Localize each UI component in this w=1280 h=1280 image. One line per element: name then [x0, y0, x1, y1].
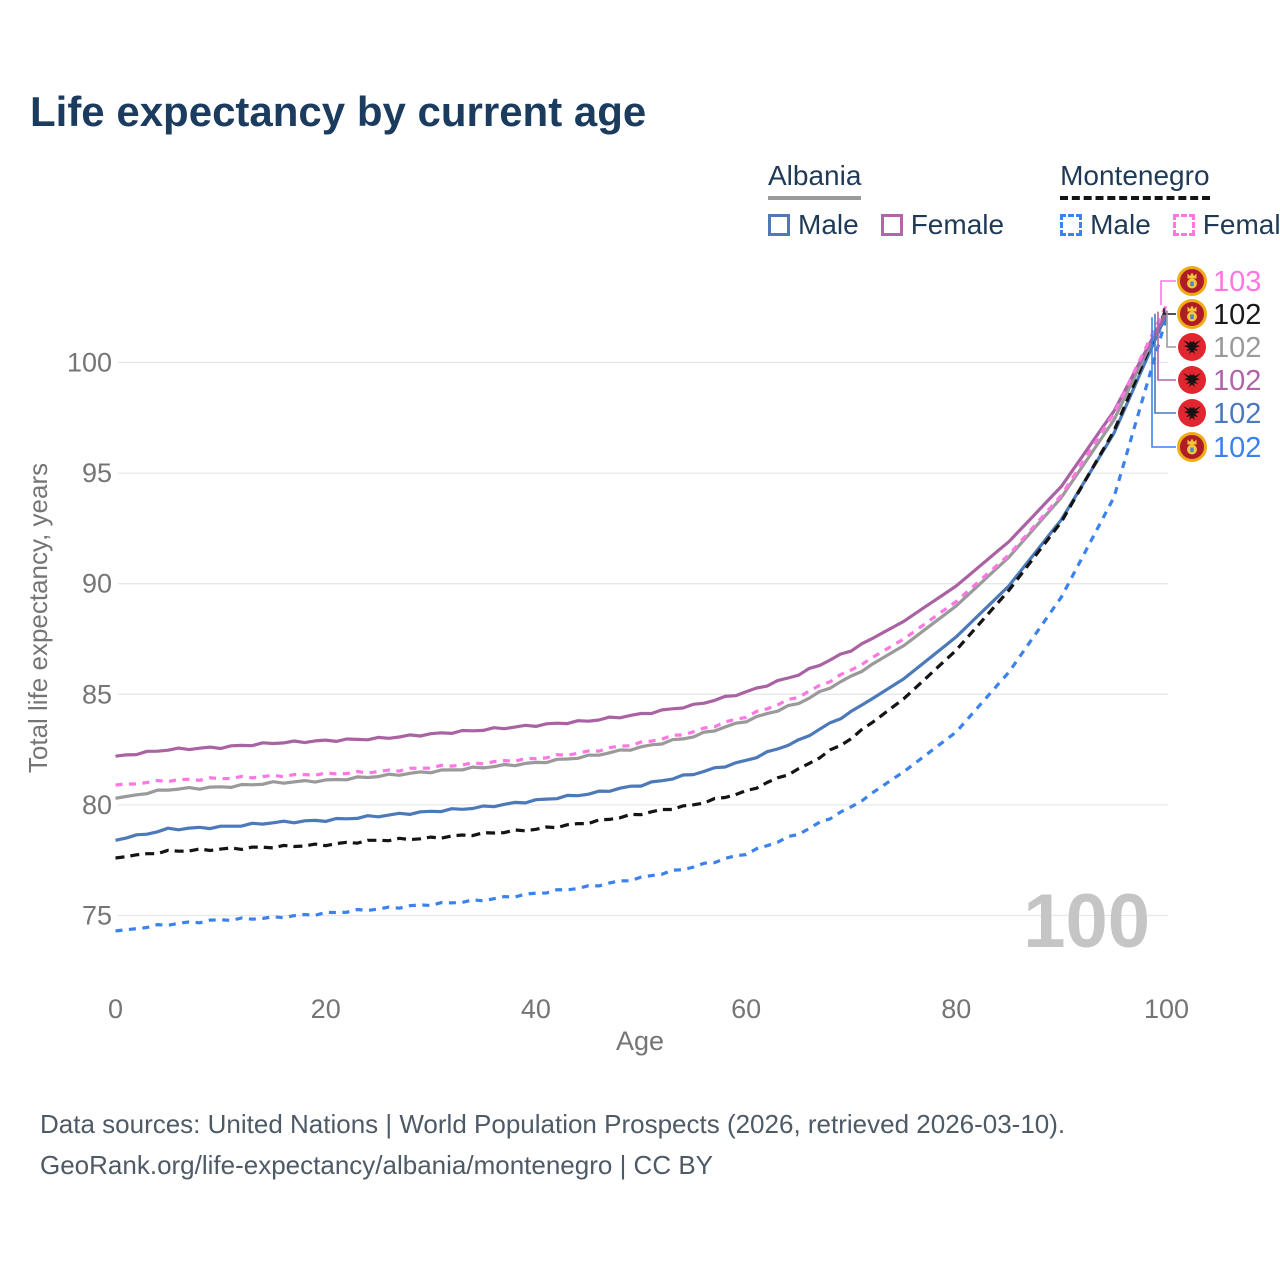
end-label-montenegro-both: 102: [1213, 299, 1261, 331]
series-line-albania-both[interactable]: [115, 309, 1168, 800]
x-tick-0: 0: [108, 994, 123, 1024]
end-label-albania-male: 102: [1213, 398, 1261, 430]
legend-group-albania: Albania Male Female: [768, 160, 1004, 241]
x-axis-label: Age: [616, 1026, 664, 1056]
leader-line-montenegro-both: [1163, 308, 1176, 315]
attribution-line: GeoRank.org/life-expectancy/albania/mont…: [40, 1150, 714, 1180]
legend-country-albania[interactable]: Albania: [768, 160, 862, 200]
y-tick-75: 75: [82, 901, 112, 931]
end-label-montenegro-male: 102: [1213, 432, 1261, 464]
flag-albania-icon: [1178, 399, 1206, 427]
x-tick-100: 100: [1144, 994, 1189, 1024]
x-tick-60: 60: [731, 994, 761, 1024]
leader-line-albania-female: [1157, 311, 1176, 381]
legend-item-albania-female[interactable]: Female: [880, 209, 1005, 241]
legend-item-montenegro-male[interactable]: Male: [1060, 209, 1151, 241]
legend-item-montenegro-female[interactable]: Female: [1172, 209, 1280, 241]
flag-albania-icon: [1178, 366, 1206, 394]
y-axis-label: Total life expectancy, years: [23, 463, 53, 773]
y-tick-90: 90: [82, 569, 112, 599]
flag-montenegro-icon: [1177, 299, 1207, 329]
legend-country-montenegro[interactable]: Montenegro: [1060, 160, 1210, 200]
end-label-albania-female: 102: [1213, 365, 1261, 397]
leader-line-montenegro-male: [1151, 317, 1176, 448]
flag-albania-icon: [1178, 333, 1206, 361]
series-line-montenegro-both[interactable]: [115, 307, 1168, 860]
y-tick-95: 95: [82, 458, 112, 488]
montenegro-male-swatch: [1060, 214, 1083, 236]
series-line-albania-female[interactable]: [115, 310, 1168, 758]
series-line-albania-male[interactable]: [115, 313, 1168, 842]
leader-line-albania-male: [1154, 313, 1176, 414]
data-sources-line: Data sources: United Nations | World Pop…: [40, 1109, 1066, 1139]
flag-montenegro-icon: [1177, 266, 1207, 296]
series-line-montenegro-female[interactable]: [115, 304, 1168, 787]
end-label-montenegro-female: 103: [1213, 266, 1261, 298]
x-tick-20: 20: [311, 994, 341, 1024]
x-tick-80: 80: [941, 994, 971, 1024]
leader-line-albania-both: [1166, 310, 1176, 348]
legend-label: Female: [1202, 209, 1280, 240]
legend-group-montenegro: Montenegro Male Female: [1060, 160, 1280, 241]
legend-item-albania-male[interactable]: Male: [768, 209, 859, 241]
end-label-albania-both: 102: [1213, 332, 1261, 364]
flag-montenegro-icon: [1177, 432, 1207, 462]
legend-label: Male: [798, 209, 859, 240]
y-tick-100: 100: [67, 348, 112, 378]
montenegro-female-swatch: [1172, 214, 1195, 236]
legend: Albania Male Female Montenegro Male: [768, 160, 1280, 241]
y-tick-85: 85: [82, 679, 112, 709]
age-watermark: 100: [1023, 879, 1150, 964]
footer: Data sources: United Nations | World Pop…: [40, 1104, 1065, 1186]
albania-male-swatch: [768, 214, 790, 236]
leader-line-montenegro-female: [1160, 280, 1176, 305]
x-tick-40: 40: [521, 994, 551, 1024]
legend-label: Female: [910, 209, 1005, 240]
series-line-montenegro-male[interactable]: [115, 316, 1169, 933]
albania-female-swatch: [880, 214, 903, 236]
y-tick-80: 80: [82, 790, 112, 820]
legend-label: Male: [1090, 209, 1151, 240]
page-title: Life expectancy by current age: [30, 88, 647, 135]
